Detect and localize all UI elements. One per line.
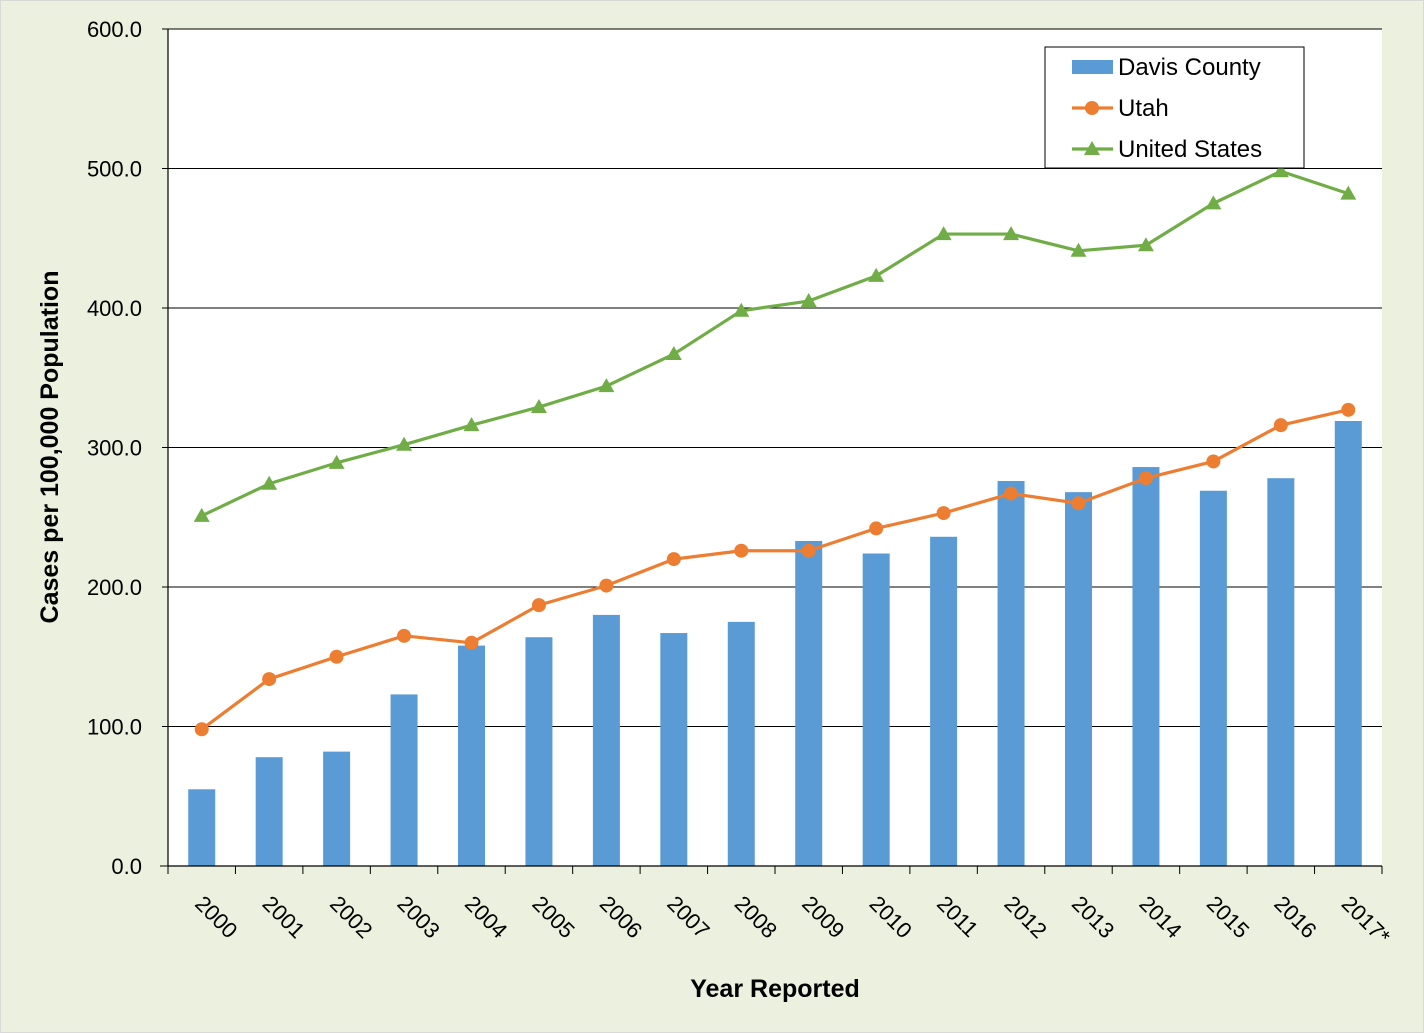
point-utah <box>666 552 681 567</box>
y-tick-label: 600.0 <box>87 17 142 42</box>
point-united-states <box>1272 163 1289 178</box>
bar-2015 <box>1199 490 1227 866</box>
point-united-states <box>733 302 750 317</box>
point-utah <box>397 628 412 643</box>
bar-2010 <box>862 553 890 866</box>
point-utah <box>1206 454 1221 469</box>
point-united-states <box>665 346 682 361</box>
bar-2013 <box>1065 492 1092 866</box>
bar-2012 <box>997 480 1025 866</box>
gridlines <box>168 28 1382 727</box>
legend-key-united-states-marker <box>1084 141 1100 155</box>
y-tick-label: 0.0 <box>111 854 142 879</box>
point-united-states <box>1070 242 1087 257</box>
y-tick-label: 200.0 <box>87 575 142 600</box>
legend-key-utah-marker <box>1085 101 1099 115</box>
point-united-states <box>1137 237 1154 252</box>
point-united-states <box>463 417 480 432</box>
point-united-states <box>530 399 547 414</box>
bar-2009 <box>795 540 823 866</box>
bar-2008 <box>727 621 755 866</box>
legend: Davis County Utah United States <box>1044 46 1305 169</box>
line-series <box>193 163 1357 737</box>
y-tick-label: 100.0 <box>87 715 142 740</box>
y-tick-label: 400.0 <box>87 296 142 321</box>
bar-2005 <box>525 637 553 866</box>
bar-2016 <box>1267 478 1295 866</box>
point-utah <box>531 598 546 613</box>
bar-2002 <box>323 751 351 866</box>
point-utah <box>1071 496 1086 511</box>
legend-label: Davis County <box>1118 54 1261 81</box>
point-utah <box>464 635 479 650</box>
point-united-states <box>396 436 413 451</box>
bar-2006 <box>592 614 620 866</box>
point-utah <box>262 672 277 687</box>
point-united-states <box>935 226 952 241</box>
line-united-states <box>201 169 1349 518</box>
point-united-states <box>261 475 278 490</box>
bar-2011 <box>930 536 958 866</box>
y-tick-labels: 0.0 100.0 200.0 300.0 400.0 500.0 600.0 <box>87 17 142 879</box>
point-united-states <box>868 267 885 282</box>
point-utah <box>1138 471 1153 486</box>
point-united-states <box>328 454 345 469</box>
point-united-states <box>1205 195 1222 210</box>
bar-2000 <box>188 789 216 866</box>
point-utah <box>734 543 749 558</box>
axes <box>160 28 1383 874</box>
legend-label: Utah <box>1118 95 1169 122</box>
point-utah <box>801 543 816 558</box>
x-axis-title: Year Reported <box>690 975 860 1003</box>
bar-2004 <box>458 645 485 866</box>
bar-2001 <box>255 757 283 866</box>
point-united-states <box>1340 185 1357 200</box>
bar-2007 <box>660 633 688 866</box>
point-utah <box>1273 418 1288 433</box>
y-tick-label: 300.0 <box>87 436 142 461</box>
point-utah <box>936 506 951 521</box>
point-utah <box>194 722 209 737</box>
bar-2003 <box>390 694 418 866</box>
bar-2014 <box>1132 467 1160 866</box>
legend-key-davis-county <box>1072 60 1113 74</box>
point-united-states <box>800 293 817 308</box>
point-utah <box>329 649 344 664</box>
legend-label: United States <box>1118 136 1262 163</box>
point-united-states <box>598 378 615 393</box>
y-tick-label: 500.0 <box>87 157 142 182</box>
y-axis-title: Cases per 100,000 Population <box>36 271 64 624</box>
point-utah <box>1341 402 1356 417</box>
point-utah <box>599 578 614 593</box>
bar-2017* <box>1334 420 1362 866</box>
point-utah <box>1004 486 1019 501</box>
point-utah <box>869 521 884 536</box>
point-united-states <box>193 507 210 522</box>
line-utah <box>200 408 1349 731</box>
point-united-states <box>1003 226 1020 241</box>
bar-series <box>188 420 1362 866</box>
